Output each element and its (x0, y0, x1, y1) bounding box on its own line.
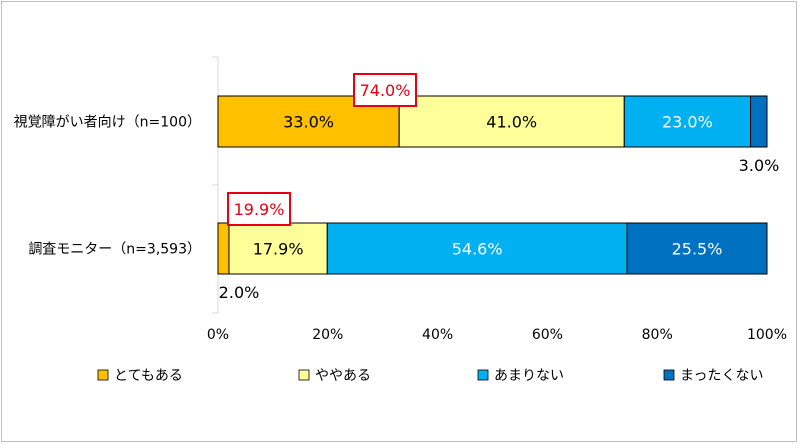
x-tick-label: 80% (642, 327, 673, 343)
segment-label: 33.0% (283, 113, 334, 132)
bar-segment (623, 95, 752, 148)
bar-segment (217, 95, 400, 148)
category-label: 視覚障がい者向け（n=100） (14, 115, 201, 131)
bar-segment (217, 222, 230, 275)
segment-label: 3.0% (739, 156, 780, 175)
bar-segment (750, 95, 768, 148)
callout-box (227, 192, 291, 226)
legend-label: まったくない (680, 368, 763, 384)
x-tick-label: 100% (747, 327, 787, 343)
legend-swatch (97, 369, 109, 381)
legend-swatch (298, 369, 310, 381)
legend-swatch (477, 369, 489, 381)
segment-label: 54.6% (452, 240, 503, 259)
bar-segment (626, 222, 768, 275)
bar-segment (398, 95, 625, 148)
callout-label: 19.9% (234, 200, 285, 219)
segment-label: 41.0% (486, 113, 537, 132)
category-label: 調査モニター（n=3,593） (28, 242, 201, 258)
x-tick-label: 60% (532, 327, 563, 343)
segment-label: 25.5% (672, 240, 723, 259)
segment-label: 2.0% (219, 283, 260, 302)
legend-label: とてもある (114, 368, 183, 384)
bar-segment (228, 222, 328, 275)
callout-box (353, 73, 417, 107)
callout-label: 74.0% (360, 81, 411, 100)
x-tick-label: 40% (422, 327, 453, 343)
legend-label: ややある (315, 368, 371, 384)
legend-label: あまりない (494, 368, 564, 384)
x-tick-label: 20% (312, 327, 343, 343)
legend-swatch (663, 369, 675, 381)
bar-segment (326, 222, 628, 275)
x-tick-label: 0% (207, 327, 229, 343)
segment-label: 17.9% (253, 240, 304, 259)
segment-label: 23.0% (662, 113, 713, 132)
